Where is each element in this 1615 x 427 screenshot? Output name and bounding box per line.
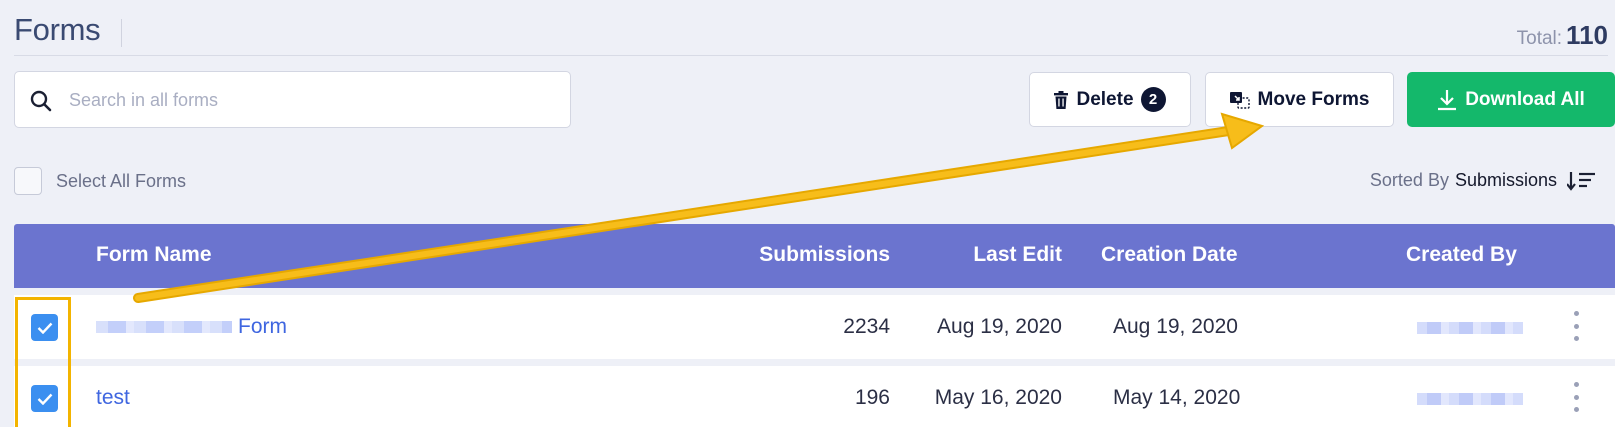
select-all-checkbox[interactable]: [14, 167, 42, 195]
sort-prefix: Sorted By: [1369, 170, 1449, 190]
move-folder-icon: [1229, 91, 1250, 109]
row-checkbox[interactable]: [31, 314, 58, 341]
delete-button[interactable]: Delete 2: [1029, 72, 1191, 127]
form-name-link[interactable]: Form: [96, 315, 287, 339]
form-name-link[interactable]: test: [96, 386, 130, 410]
creation-date: Aug 19, 2020: [1113, 315, 1238, 338]
trash-icon: [1054, 90, 1069, 109]
submissions-count: 196: [854, 386, 890, 409]
sort-descending-icon[interactable]: [1567, 171, 1597, 191]
more-options-icon[interactable]: [1569, 311, 1583, 341]
column-header-creation-date[interactable]: Creation Date: [1101, 243, 1238, 266]
total-value: 110: [1566, 20, 1608, 50]
more-options-icon[interactable]: [1569, 382, 1583, 412]
download-all-button[interactable]: Download All: [1407, 72, 1615, 127]
creation-date: May 14, 2020: [1113, 386, 1241, 409]
column-header-submissions[interactable]: Submissions: [759, 243, 890, 266]
created-by-redacted: [1417, 393, 1523, 405]
highlight-box: [15, 297, 71, 427]
table-header: Form Name Submissions Last Edit Creation…: [14, 224, 1615, 288]
total-label: Total:: [1516, 28, 1563, 49]
redacted-text: [96, 321, 232, 333]
column-header-form-name[interactable]: Form Name: [96, 243, 212, 266]
created-by-redacted: [1417, 322, 1523, 334]
last-edit-date: Aug 19, 2020: [937, 315, 1062, 338]
move-forms-button[interactable]: Move Forms: [1205, 72, 1394, 127]
submissions-count: 2234: [843, 315, 890, 338]
delete-count-badge: 2: [1140, 87, 1166, 112]
checkmark-icon: [37, 393, 52, 405]
page-header: Forms Total: 110: [14, 8, 1608, 56]
title-divider: [121, 19, 122, 47]
download-all-label: Download All: [1465, 88, 1585, 110]
select-all-control[interactable]: Select All Forms: [14, 167, 186, 195]
table-row[interactable]: test 196 May 16, 2020 May 14, 2020: [14, 366, 1615, 427]
search-icon: [30, 90, 52, 112]
sort-control[interactable]: Sorted By Submissions: [1370, 170, 1597, 191]
search-input[interactable]: [69, 85, 549, 115]
select-all-label: Select All Forms: [56, 170, 187, 191]
download-icon: [1438, 89, 1457, 110]
column-header-last-edit[interactable]: Last Edit: [973, 243, 1062, 266]
last-edit-date: May 16, 2020: [934, 386, 1062, 409]
table-row[interactable]: Form 2234 Aug 19, 2020 Aug 19, 2020: [14, 295, 1615, 359]
row-checkbox[interactable]: [31, 385, 58, 412]
column-header-created-by[interactable]: Created By: [1406, 243, 1517, 266]
checkmark-icon: [37, 322, 52, 334]
total-count: Total: 110: [1517, 20, 1608, 51]
page-title: Forms: [14, 12, 101, 47]
move-forms-label: Move Forms: [1257, 88, 1370, 110]
search-box[interactable]: [14, 71, 571, 128]
form-name-text: Form: [238, 315, 287, 338]
delete-label: Delete: [1076, 88, 1134, 110]
form-name-text: test: [96, 386, 130, 409]
sort-field: Submissions: [1454, 170, 1557, 190]
